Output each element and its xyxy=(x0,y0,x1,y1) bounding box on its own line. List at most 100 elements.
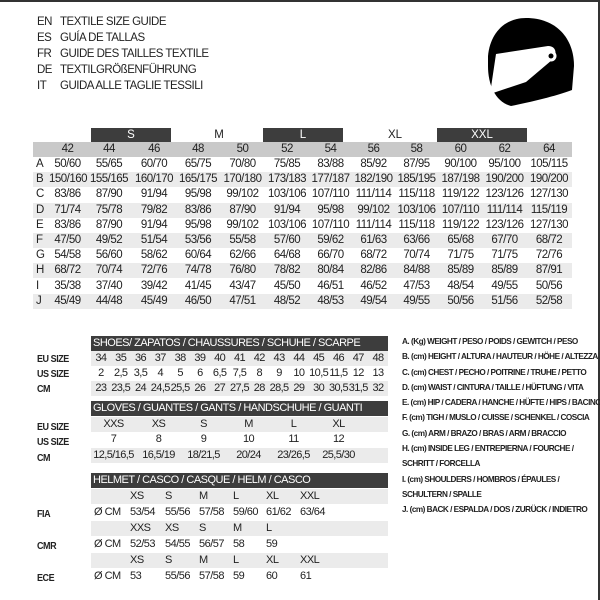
cell-value: 91/94 xyxy=(140,218,168,231)
cell-value: 87/90 xyxy=(229,203,256,216)
cell-value: 95/98 xyxy=(184,188,212,201)
legend-line: D. (cm) WAIST / CINTURA / TAILLE / HÜFTU… xyxy=(402,382,584,392)
row-label: US SIZE xyxy=(37,437,69,448)
spacer xyxy=(33,142,49,157)
cell-value: 28,5 xyxy=(269,382,290,394)
table-row: A 50/60 55/65 60/70 65/75 70/80 75/85 83/88 85/9… xyxy=(33,157,572,172)
cell-value: 62/66 xyxy=(229,249,256,262)
cell-value: 119/122 xyxy=(441,218,480,231)
cell-value: 79/82 xyxy=(140,203,168,216)
cell-value: 177/187 xyxy=(311,173,350,186)
cell-value: 45/49 xyxy=(54,294,81,307)
cell-value: 74/78 xyxy=(184,264,212,277)
cell-value: 45 xyxy=(313,352,325,364)
cell-value: 60/70 xyxy=(140,158,168,170)
cell-value: 185/195 xyxy=(397,173,436,186)
cell-value: 27,5 xyxy=(229,382,250,394)
row-letter: E xyxy=(36,218,44,231)
cell-value: 78/82 xyxy=(273,264,301,277)
size-group-s: S xyxy=(91,128,171,142)
title-text: GUIDE DES TAILLES TEXTILE xyxy=(60,48,209,60)
cell-value: 5 xyxy=(177,367,183,379)
cell-value: 91/94 xyxy=(273,203,301,216)
cell-value: 61/63 xyxy=(360,234,387,246)
cell-value: 70/74 xyxy=(403,249,430,262)
cell-value: 44 xyxy=(293,352,305,364)
cell-value: 83/88 xyxy=(317,158,344,170)
language-code: FR xyxy=(37,48,52,60)
legend-line: I. (cm) SHOULDERS / HOMBROS / ÉPAULES / xyxy=(402,474,560,484)
legend-line: H. (cm) INSIDE LEG / ENTREPIERNA / FOURC… xyxy=(402,444,574,454)
row-label: US SIZE xyxy=(37,369,69,380)
cell-value: 63/66 xyxy=(403,234,430,246)
cell-value: 50/56 xyxy=(535,279,563,292)
cell-value: 103/106 xyxy=(267,218,307,231)
title-text: TEXTILGRÖßENFÜHRUNG xyxy=(60,64,197,76)
cell-value: 65/68 xyxy=(447,234,474,246)
cell-value: 43/47 xyxy=(229,279,256,292)
cell-value: 67/70 xyxy=(491,234,518,246)
cell-value: 46/51 xyxy=(317,279,344,292)
cell-value: 115/118 xyxy=(398,188,435,201)
cell-value: 24 xyxy=(134,382,147,394)
cell-value: 34 xyxy=(95,352,107,364)
cell-value: 39/42 xyxy=(140,279,168,292)
helmet-size: XL xyxy=(266,554,279,566)
cell-value: 59/62 xyxy=(317,234,344,246)
cell-value: 115/119 xyxy=(530,203,568,216)
cell-value: 83/86 xyxy=(184,203,212,216)
table-row: XXS XS S M L XL xyxy=(91,417,388,432)
cell-value: 115/118 xyxy=(398,218,435,231)
cell-value: 7 xyxy=(110,433,117,445)
row-label: CM xyxy=(37,384,51,395)
cell-value: 99/102 xyxy=(226,218,259,231)
title-text: GUÍA DE TALLAS xyxy=(60,32,145,44)
table-row: 23 23,5 24 24,5 25,5 26 27 27,5 28 28,5 29 30 30,5 31… xyxy=(91,381,388,396)
size-group-xxl: XXL xyxy=(437,128,527,142)
cell-value: 8 xyxy=(256,367,263,379)
cell-value: 127/130 xyxy=(529,188,569,201)
cell-value: 83/86 xyxy=(54,218,81,231)
cell-value: 190/200 xyxy=(485,173,524,186)
size-group-l: L xyxy=(263,128,343,142)
cell-value: 12 xyxy=(332,433,345,445)
cell-value: 30 xyxy=(313,382,325,394)
cell-value: 9 xyxy=(200,433,207,445)
cell-value: 12 xyxy=(352,367,365,379)
legend-line: F. (cm) TIGH / MUSLO / CUISSE / SCHENKEL… xyxy=(402,413,590,423)
size-number: 48 xyxy=(192,143,204,155)
table-row: 2 2,5 3,5 4 5 6 6,5 7,5 8 9 10 10,5 11,5 12 13 xyxy=(91,366,388,381)
cell-value: 70/80 xyxy=(229,158,256,170)
cell-value: 27 xyxy=(214,382,226,394)
helmet-value: 53 xyxy=(130,570,142,582)
row-letter: I xyxy=(36,279,39,292)
helmet-size-row xyxy=(91,521,388,536)
cell-value: 107/110 xyxy=(441,203,480,216)
helmet-size-row xyxy=(91,489,388,504)
cell-value: 23,5 xyxy=(111,382,131,394)
measurement-legend: A. (Kg) WEIGHT / PESO / POIDS / GEWITCH … xyxy=(402,334,600,518)
cell-value: XS xyxy=(151,418,166,430)
cell-value: 45/49 xyxy=(140,294,168,307)
cell-value: 35 xyxy=(115,352,127,364)
cell-value: 87/90 xyxy=(95,188,123,201)
cell-value: 72/76 xyxy=(535,249,563,262)
row-letter: F xyxy=(36,234,43,246)
standard-label: CMR xyxy=(37,541,57,552)
size-number: 42 xyxy=(61,143,74,155)
helmet-size: S xyxy=(199,522,206,534)
cell-value: 71/75 xyxy=(447,249,474,262)
cell-value: 10 xyxy=(242,433,255,445)
cell-value: 85/89 xyxy=(491,264,518,277)
cell-value: 49/55 xyxy=(491,279,518,292)
cell-value: 87/95 xyxy=(403,158,430,170)
cell-value: 123/126 xyxy=(485,188,524,201)
row-letter: H xyxy=(36,264,44,277)
cell-value: 107/110 xyxy=(311,188,350,201)
cell-value: 75/85 xyxy=(273,158,301,170)
legend-line: SCHULTERN / SPALLE xyxy=(402,489,482,499)
cell-value: 25,5/30 xyxy=(322,449,355,461)
unit-label: Ø CM xyxy=(94,506,121,518)
cell-value: 99/102 xyxy=(357,203,390,216)
legend-line: A. (Kg) WEIGHT / PESO / POIDS / GEWITCH … xyxy=(402,337,578,346)
